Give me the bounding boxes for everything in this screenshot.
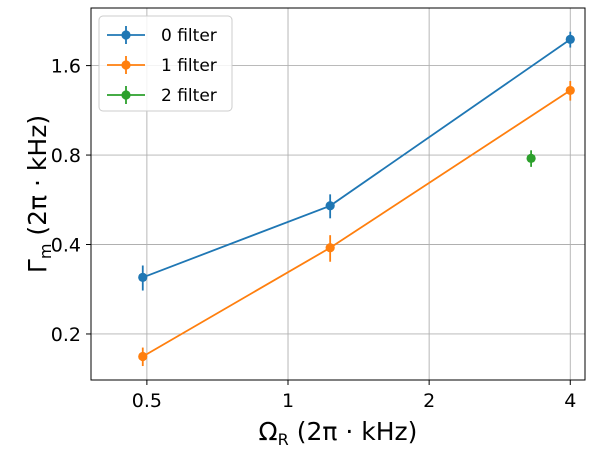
x-tick-label: 1	[282, 390, 294, 412]
legend-box	[98, 15, 233, 112]
legend-marker	[121, 30, 131, 40]
legend-entry: 1 filter	[107, 56, 217, 76]
legend: 0 filter 1 filter 2 filter	[98, 15, 233, 112]
y-tick-label: 1.6	[51, 56, 81, 78]
data-point	[325, 243, 335, 253]
y-tick-label: 0.4	[51, 235, 81, 257]
series-2	[526, 150, 536, 167]
plot-frame	[90, 7, 586, 381]
x-axis-ticks: 0.5 1 2 4	[132, 380, 576, 412]
x-axis-label: ΩR (2π · kHz)	[259, 417, 418, 449]
legend-label: 1 filter	[161, 56, 217, 76]
x-tick-label: 2	[423, 390, 435, 412]
y-tick-label: 0.2	[51, 324, 81, 346]
y-tick-label: 0.8	[51, 145, 81, 167]
series-0	[138, 31, 575, 291]
series-line	[142, 89, 571, 358]
y-axis-label: Γm (2π · kHz)	[23, 115, 55, 273]
data-point	[325, 201, 335, 211]
data-point	[526, 153, 536, 163]
legend-label: 2 filter	[161, 86, 217, 106]
grid	[91, 8, 585, 380]
legend-entry: 0 filter	[107, 26, 217, 46]
y-axis-ticks: 0.2 0.4 0.8 1.6	[51, 56, 91, 346]
legend-label: 0 filter	[161, 26, 217, 46]
data-point	[565, 85, 575, 96]
legend-entry: 2 filter	[107, 86, 217, 106]
series-layer	[138, 31, 575, 367]
data-point	[138, 351, 148, 362]
legend-marker	[121, 90, 131, 100]
data-point	[138, 272, 148, 283]
series-1	[138, 81, 575, 367]
data-point	[565, 34, 575, 45]
x-tick-label: 4	[564, 390, 576, 412]
x-tick-label: 0.5	[132, 390, 162, 412]
legend-marker	[121, 60, 131, 70]
